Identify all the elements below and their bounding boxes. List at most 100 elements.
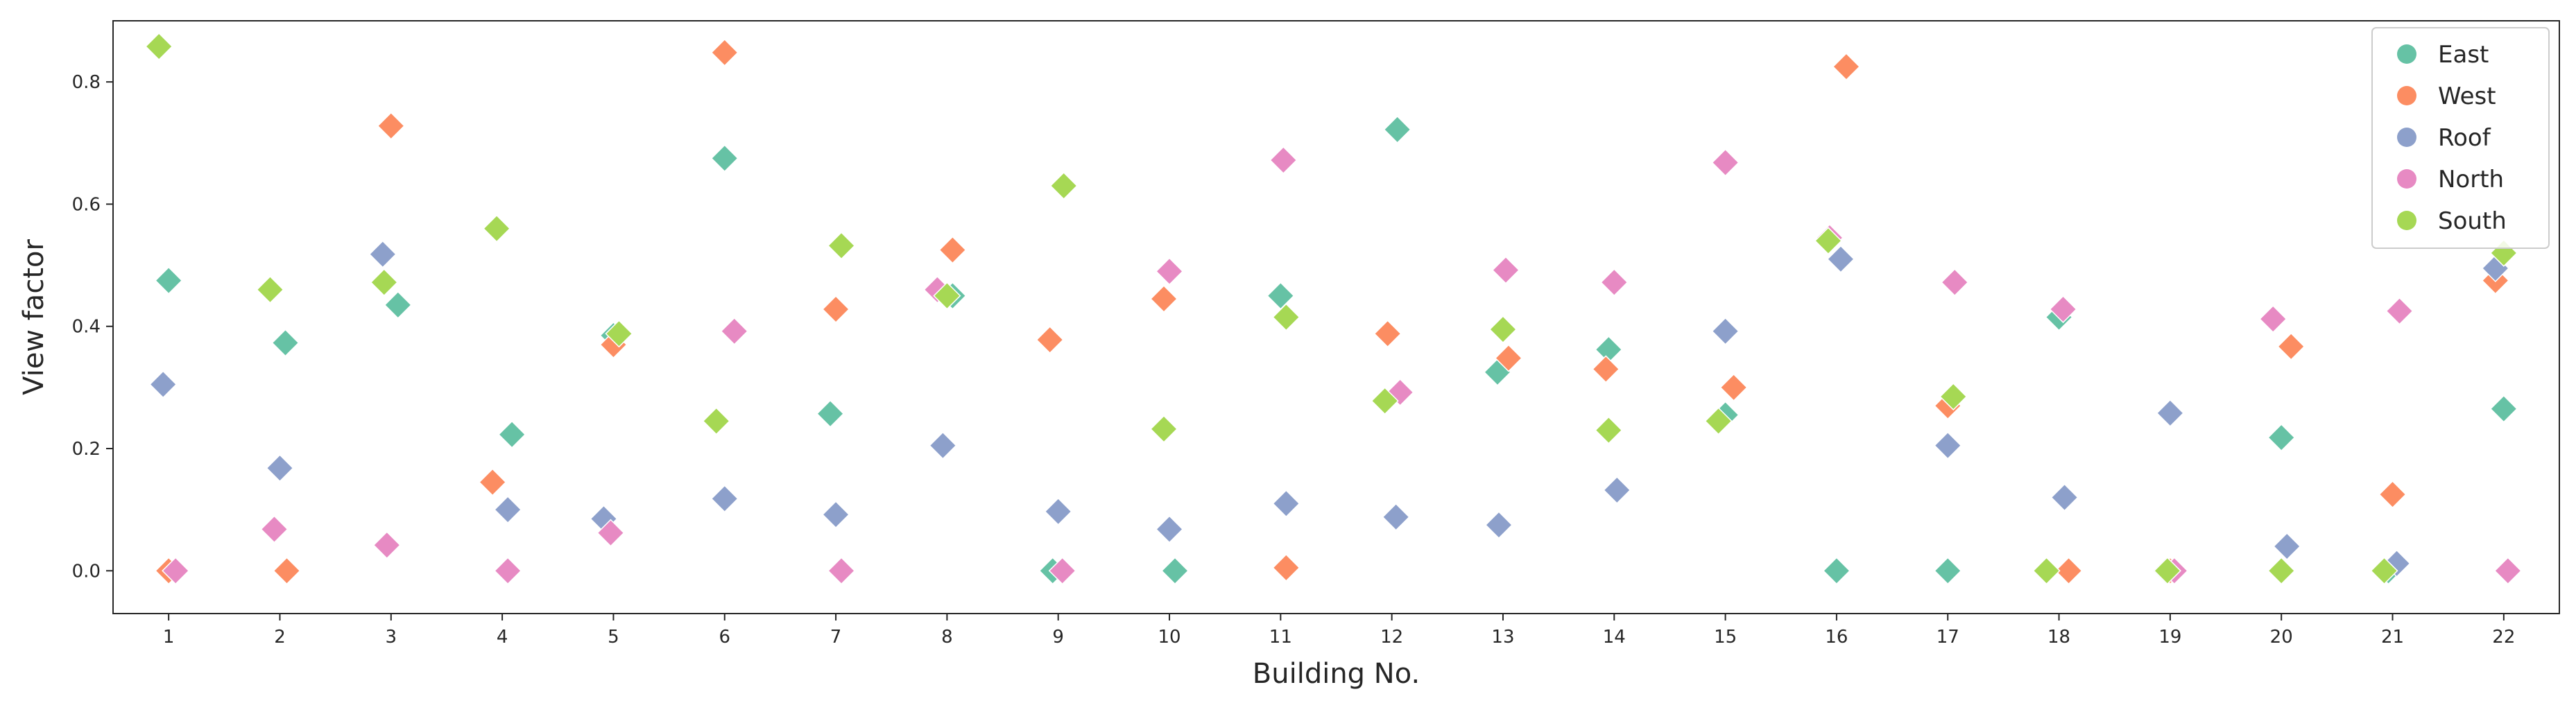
legend-label-north: North [2438, 166, 2504, 193]
data-point-west [1036, 326, 1064, 354]
data-point-roof [2273, 532, 2301, 561]
y-tick-label: 0.2 [72, 439, 101, 460]
data-point-west [822, 295, 850, 324]
data-point-east [710, 144, 739, 173]
data-point-north [1711, 148, 1740, 177]
data-point-south [1814, 227, 1842, 255]
data-point-west [2054, 557, 2083, 585]
data-point-roof [1044, 497, 1072, 526]
data-point-roof [2050, 483, 2079, 512]
data-point-south [1049, 171, 1078, 200]
y-tick-label: 0.8 [72, 72, 101, 93]
data-point-south [1704, 407, 1733, 435]
data-point-north [1269, 146, 1298, 175]
data-point-east [1383, 115, 1411, 144]
data-point-south [370, 268, 398, 297]
data-point-south [1939, 383, 1968, 411]
x-tick-label: 9 [1052, 627, 1064, 648]
data-point-south [1272, 303, 1300, 331]
x-tick-label: 3 [386, 627, 397, 648]
data-point-roof [368, 240, 397, 268]
series-north [162, 146, 2522, 585]
data-point-south [1488, 315, 1518, 344]
x-tick-label: 21 [2381, 627, 2404, 648]
legend-label-roof: Roof [2438, 124, 2491, 152]
x-tick-label: 5 [608, 627, 619, 648]
data-point-west [2277, 332, 2305, 361]
y-tick-label: 0.4 [72, 317, 101, 338]
data-point-west [938, 236, 967, 264]
data-point-east [155, 266, 183, 295]
data-point-west [1494, 344, 1523, 372]
data-point-north [596, 519, 625, 547]
legend-marker-east [2397, 44, 2416, 64]
data-point-roof [1711, 317, 1740, 345]
data-point-east [498, 420, 526, 449]
x-tick-label: 12 [1380, 627, 1403, 648]
x-tick-label: 16 [1825, 627, 1848, 648]
data-point-roof [1826, 245, 1855, 273]
data-point-north [1048, 557, 1076, 585]
data-point-north [1941, 268, 1969, 297]
data-point-west [2378, 480, 2407, 509]
data-point-north [827, 557, 856, 585]
data-point-north [2493, 557, 2522, 585]
data-point-north [720, 317, 748, 345]
data-point-south [2267, 557, 2296, 585]
axes-frame [112, 20, 2560, 614]
data-point-east [384, 290, 412, 319]
data-point-south [1595, 416, 1623, 444]
x-tick-label: 13 [1491, 627, 1514, 648]
legend-label-west: West [2438, 83, 2496, 110]
data-point-west [1719, 373, 1748, 401]
data-point-roof [1155, 515, 1184, 544]
legend-marker-roof [2397, 128, 2416, 147]
legend-label-south: South [2438, 207, 2507, 235]
legend-label-east: East [2438, 41, 2489, 69]
data-point-north [2049, 295, 2077, 324]
legend-marker-west [2397, 86, 2416, 105]
x-tick-label: 8 [941, 627, 953, 648]
legend-box [2371, 27, 2550, 249]
axes: 1 2 3 4 5 6 7 8 9 10 11 12 13 14 15 16 17 18 19 20 21 220.00.… [72, 20, 2560, 648]
data-point-north [2385, 297, 2414, 325]
data-point-south [145, 32, 173, 61]
data-point-east [1160, 557, 1190, 585]
data-point-west [1272, 553, 1300, 582]
legend: East West Roof North South [2371, 27, 2550, 249]
data-point-west [273, 557, 301, 585]
data-point-east [1266, 281, 1295, 310]
x-tick-label: 20 [2270, 627, 2293, 648]
x-tick-label: 10 [1158, 627, 1180, 648]
data-point-east [1822, 557, 1851, 585]
data-point-south [483, 214, 511, 243]
x-tick-label: 18 [2047, 627, 2070, 648]
data-point-roof [494, 496, 522, 524]
data-point-south [2153, 557, 2181, 585]
data-point-roof [2156, 399, 2184, 427]
x-tick-label: 15 [1714, 627, 1737, 648]
series-east [155, 115, 2518, 585]
data-point-roof [1484, 511, 1513, 539]
data-point-east [2489, 394, 2518, 423]
data-point-north [372, 531, 401, 559]
data-point-north [1155, 257, 1184, 286]
data-point-south [702, 407, 730, 435]
data-point-north [2259, 305, 2287, 333]
x-tick-label: 14 [1603, 627, 1626, 648]
data-point-north [162, 557, 190, 585]
y-tick-label: 0.6 [72, 194, 101, 215]
data-point-roof [149, 370, 178, 399]
x-tick-label: 7 [830, 627, 842, 648]
data-point-south [2032, 557, 2061, 585]
x-tick-label: 22 [2492, 627, 2515, 648]
plot-area [145, 32, 2522, 585]
data-point-west [1832, 53, 1860, 81]
data-point-roof [710, 485, 739, 513]
data-point-south [2370, 557, 2398, 585]
data-point-north [1491, 256, 1520, 284]
data-point-east [816, 399, 845, 428]
x-tick-label: 4 [497, 627, 508, 648]
data-point-west [1373, 320, 1402, 348]
